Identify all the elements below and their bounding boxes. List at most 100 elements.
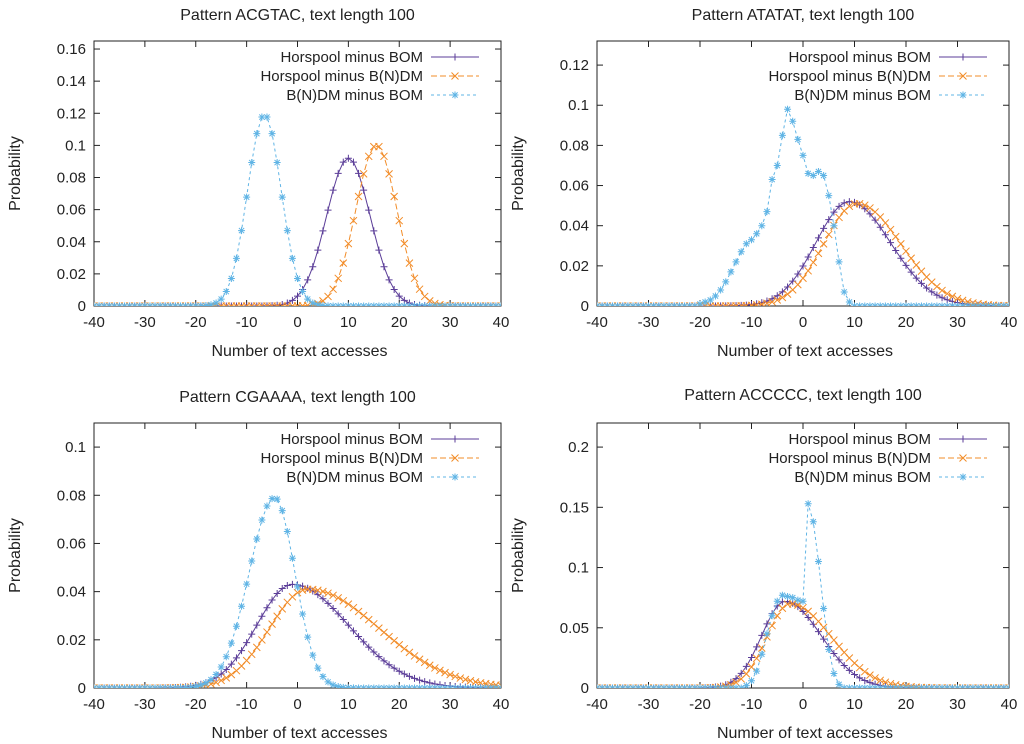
data-point (881, 219, 890, 227)
data-point (856, 201, 864, 209)
series-2 (94, 585, 501, 688)
legend-marker (451, 91, 459, 99)
data-point (380, 657, 388, 665)
data-point (748, 653, 755, 661)
data-point (727, 268, 735, 276)
y-tick-label: 0.06 (560, 178, 589, 195)
data-point (294, 292, 301, 300)
data-point (375, 624, 383, 632)
data-point (788, 599, 797, 608)
data-point (773, 597, 781, 605)
legend-marker (451, 454, 459, 462)
data-point (742, 682, 750, 688)
data-point (799, 607, 807, 615)
data-point (431, 664, 439, 672)
data-point (385, 661, 393, 669)
data-point (830, 636, 838, 644)
data-point (742, 240, 750, 248)
data-point (943, 289, 952, 298)
legend-label: Horspool minus BOM (788, 49, 931, 66)
data-point (354, 192, 363, 201)
data-point (258, 636, 266, 644)
data-point (243, 639, 251, 647)
data-point (732, 675, 740, 683)
data-point (222, 288, 230, 296)
legend-label: Horspool minus BOM (788, 431, 931, 448)
data-point (222, 673, 231, 682)
data-point (156, 684, 164, 688)
data-point (799, 603, 807, 612)
data-point (814, 558, 822, 566)
data-point (232, 302, 240, 306)
data-point (752, 654, 761, 663)
data-point (773, 292, 781, 300)
series-3 (597, 105, 1009, 306)
data-point (324, 206, 332, 214)
data-point (753, 230, 761, 238)
data-point (380, 152, 388, 161)
data-point (891, 232, 900, 241)
data-point (809, 518, 817, 526)
legend-label: Horspool minus B(N)DM (260, 68, 423, 85)
legend-label: Horspool minus B(N)DM (768, 68, 931, 85)
data-point (820, 172, 828, 180)
data-point (763, 630, 771, 638)
data-point (263, 604, 271, 612)
data-point (370, 227, 378, 235)
data-point (876, 213, 885, 221)
data-point (298, 301, 307, 306)
series-line (597, 203, 1009, 306)
data-point (314, 246, 322, 254)
data-point (825, 216, 833, 224)
data-point (897, 254, 905, 262)
panel-4: Pattern ACCCCC, text length 100 -40 -30 -20… (510, 387, 1017, 742)
data-point (385, 632, 393, 641)
y-tick-label: 0.16 (57, 41, 86, 58)
data-point (258, 113, 266, 121)
data-point (866, 671, 874, 679)
y-tick-label: 0.15 (560, 499, 589, 516)
data-point (390, 192, 399, 201)
data-point (314, 664, 322, 672)
data-point (299, 610, 307, 618)
x-tick-label: 10 (340, 314, 357, 331)
data-point (830, 222, 838, 230)
data-point (151, 684, 159, 688)
data-point (390, 664, 398, 672)
data-point (768, 612, 776, 620)
x-axis-label: Number of text accesses (717, 343, 893, 360)
data-point (758, 631, 766, 639)
data-point (339, 596, 348, 605)
data-point (902, 261, 910, 269)
data-point (248, 557, 256, 565)
data-point (329, 302, 337, 306)
data-point (742, 669, 751, 678)
data-point (288, 554, 296, 562)
x-tick-label: -20 (689, 696, 711, 713)
x-tick-label: -30 (638, 314, 660, 331)
data-point (364, 152, 373, 161)
x-tick-label: 40 (493, 314, 510, 331)
data-point (441, 668, 449, 677)
x-axis-label: Number of text accesses (211, 725, 387, 742)
data-point (948, 292, 957, 301)
data-point (309, 651, 317, 659)
data-point (253, 621, 261, 629)
data-point (238, 602, 246, 610)
data-point (804, 613, 812, 621)
data-point (319, 673, 327, 681)
data-point (861, 205, 869, 213)
data-point (405, 672, 413, 680)
data-point (876, 676, 885, 685)
data-point (324, 302, 332, 306)
data-point (395, 292, 403, 300)
data-point (309, 587, 317, 595)
data-point (171, 684, 179, 688)
data-point (793, 280, 802, 289)
data-point (804, 253, 812, 261)
series-line (94, 157, 501, 306)
data-point (773, 161, 781, 169)
data-point (794, 596, 802, 604)
x-tick-label: -30 (134, 314, 156, 331)
data-point (830, 208, 838, 216)
